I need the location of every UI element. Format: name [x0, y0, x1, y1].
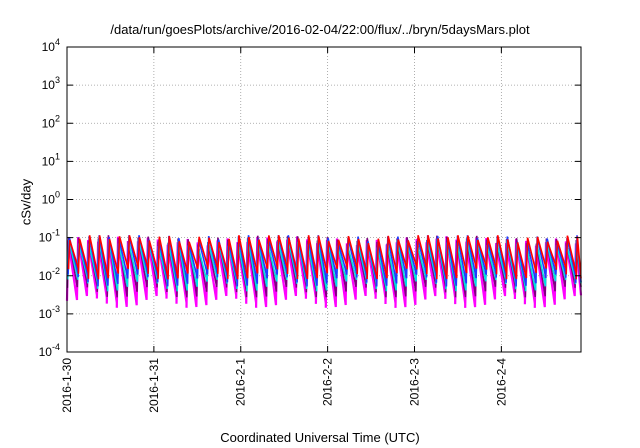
y-tick-label: 101 [42, 151, 60, 168]
series-line [67, 235, 582, 280]
x-tick-label: 2016-2-2 [321, 358, 335, 406]
x-axis: 2016-1-30 2016-1-31 2016-2-1 2016-2-2 2016-2… [60, 47, 508, 413]
y-tick-label: 100 [42, 190, 60, 207]
y-tick-label: 10-1 [39, 228, 60, 245]
x-tick-label: 2016-2-1 [234, 358, 248, 406]
x-tick-label: 2016-2-4 [494, 358, 508, 406]
y-tick-label: 10-4 [39, 342, 60, 359]
series-lines [65, 235, 583, 308]
y-tick-label: 104 [42, 37, 60, 54]
chart-title: /data/run/goesPlots/archive/2016-02-04/2… [110, 22, 530, 37]
x-tick-label: 2016-1-30 [60, 358, 74, 413]
y-axis-label: cSv/day [18, 178, 34, 226]
x-axis-label: Coordinated Universal Time (UTC) [220, 430, 420, 445]
y-tick-label: 10-3 [39, 304, 60, 321]
y-tick-label: 10-2 [39, 266, 60, 283]
y-tick-label: 102 [42, 113, 60, 130]
plot-frame [66, 46, 582, 353]
grid [67, 47, 581, 352]
x-tick-label: 2016-1-31 [147, 358, 161, 413]
y-axis: 10-4 10-3 10-2 10-1 100 101 102 103 104 [39, 37, 581, 359]
y-tick-label: 103 [42, 75, 60, 92]
x-tick-label: 2016-2-3 [407, 358, 421, 406]
